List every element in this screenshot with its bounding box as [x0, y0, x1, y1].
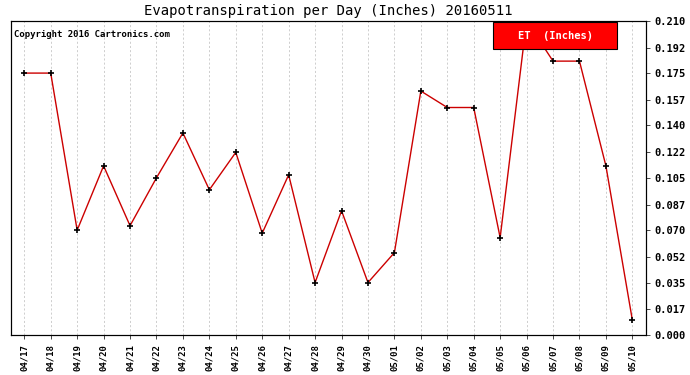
Title: Evapotranspiration per Day (Inches) 20160511: Evapotranspiration per Day (Inches) 2016… — [144, 4, 513, 18]
FancyBboxPatch shape — [493, 22, 617, 49]
Text: Copyright 2016 Cartronics.com: Copyright 2016 Cartronics.com — [14, 30, 170, 39]
Text: ET  (Inches): ET (Inches) — [518, 31, 593, 40]
